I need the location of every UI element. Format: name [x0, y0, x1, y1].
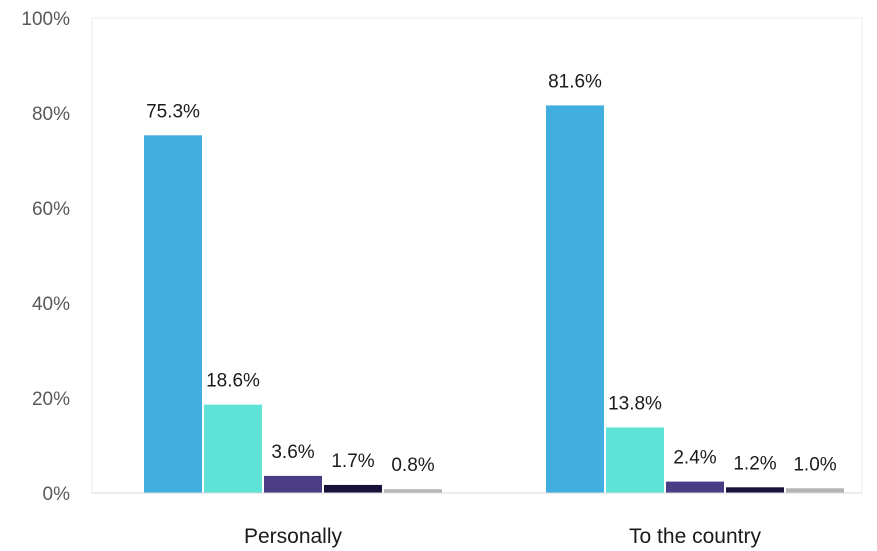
- y-axis: 0% 20% 40% 60% 80% 100%: [21, 9, 70, 505]
- x-category-label: To the country: [629, 525, 761, 548]
- bar: [264, 475, 322, 493]
- data-label: 13.8%: [608, 393, 662, 414]
- data-label: 2.4%: [673, 448, 716, 469]
- bar: [786, 488, 844, 493]
- bar: [144, 135, 202, 493]
- y-tick-label: 100%: [21, 9, 70, 30]
- bars: [144, 105, 844, 494]
- y-tick-label: 40%: [32, 294, 70, 315]
- bar: [324, 484, 382, 493]
- data-label: 1.0%: [793, 454, 836, 475]
- bar: [204, 404, 262, 493]
- x-category-label: Personally: [244, 525, 343, 548]
- y-tick-label: 80%: [32, 104, 70, 125]
- data-label: 3.6%: [271, 442, 314, 463]
- data-label: 81.6%: [548, 71, 602, 92]
- y-tick-label: 20%: [32, 389, 70, 410]
- x-axis: Personally To the country: [92, 492, 862, 548]
- bar: [384, 489, 442, 493]
- data-label: 1.7%: [331, 451, 374, 472]
- y-tick-label: 60%: [32, 199, 70, 220]
- data-label: 1.2%: [733, 453, 776, 474]
- data-label: 18.6%: [206, 371, 260, 392]
- bar: [666, 481, 724, 493]
- y-tick-label: 0%: [43, 484, 71, 505]
- data-label: 75.3%: [146, 101, 200, 122]
- data-labels: 75.3% 18.6% 3.6% 1.7% 0.8% 81.6% 13.8% 2.4% 1.2%…: [146, 71, 837, 476]
- bar: [546, 105, 604, 494]
- bar: [606, 427, 664, 493]
- data-label: 0.8%: [391, 455, 434, 476]
- bar: [726, 487, 784, 493]
